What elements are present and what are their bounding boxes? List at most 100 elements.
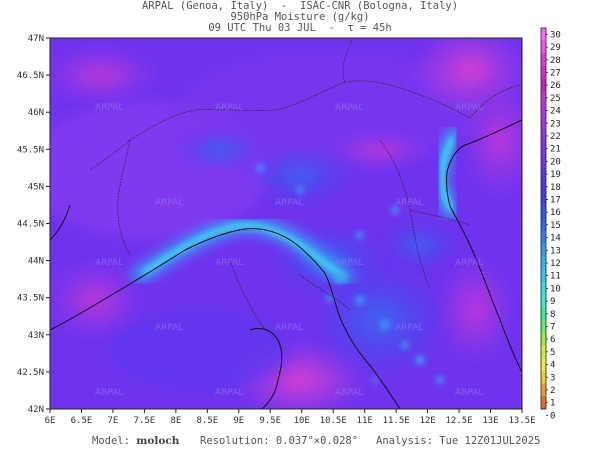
- watermark-text: ARPAL: [215, 388, 243, 398]
- colorbar-swatch: [541, 358, 546, 372]
- watermark-text: ARPAL: [275, 198, 303, 208]
- colorbar-tick-label: 4: [550, 361, 555, 371]
- watermark-text: ARPAL: [455, 388, 483, 398]
- colorbar-swatch: [541, 53, 546, 67]
- colorbar-swatch: [541, 180, 546, 194]
- lon-tick-label: 12.5E: [446, 416, 473, 426]
- moisture-field: ARPAL ARPAL ARPAL ARPAL ARPAL ARPAL ARPAL ARPAL…: [50, 38, 522, 409]
- lon-tick-label: 6E: [45, 416, 56, 426]
- lat-tick-label: 44N: [28, 257, 44, 267]
- footer-model: Model: moloch: [92, 435, 179, 447]
- lat-tick-label: 42N: [28, 405, 44, 415]
- lat-tick-label: 47N: [28, 34, 44, 44]
- colorbar-swatch: [541, 294, 546, 308]
- colorbar-tick-label: 10: [550, 284, 561, 294]
- colorbar-swatch: [541, 66, 546, 80]
- colorbar-tick-label: 6: [550, 335, 555, 345]
- longitude-axis: 6E 6.5E 7E 7.5E 8E 8.5E 9E 9.5E 10E 10.5E 11E 11.5E…: [45, 409, 536, 426]
- colorbar-swatch: [541, 142, 546, 156]
- colorbar-swatch: [541, 269, 546, 283]
- colorbar-swatch: [541, 370, 546, 385]
- colorbar-swatch: [541, 332, 546, 346]
- colorbar-swatch: [541, 383, 546, 397]
- watermark-text: ARPAL: [155, 323, 183, 333]
- colorbar-swatch: [541, 91, 546, 105]
- colorbar-tick-label: 9: [550, 297, 555, 307]
- watermark-text: ARPAL: [215, 258, 243, 268]
- colorbar-tick-label: 3: [550, 373, 555, 383]
- lon-tick-label: 13E: [482, 416, 498, 426]
- colorbar-tick-label: 26: [550, 81, 561, 91]
- coastline: [50, 119, 522, 409]
- colorbar-tick-label: 21: [550, 145, 561, 155]
- lon-tick-label: 12E: [419, 416, 435, 426]
- analysis-label: Analysis:: [376, 435, 433, 447]
- colorbar-tick-label: 28: [550, 56, 561, 66]
- watermark-text: ARPAL: [335, 103, 363, 113]
- lon-tick-label: 11.5E: [383, 416, 410, 426]
- lon-tick-label: 10.5E: [320, 416, 347, 426]
- colorbar-tick-label: 1: [550, 399, 555, 409]
- colorbar-swatch: [541, 116, 546, 131]
- colorbar-tick-label: 29: [550, 43, 561, 53]
- lat-tick-label: 43.5N: [17, 294, 44, 304]
- colorbar-swatch: [541, 345, 546, 359]
- lon-tick-label: 7.5E: [134, 416, 156, 426]
- colorbar-swatch: [541, 167, 546, 181]
- colorbar-swatch: [541, 155, 546, 169]
- colorbar-tick-label: 20: [550, 157, 561, 167]
- colorbar-tick-label: 11: [550, 272, 561, 282]
- colorbar-swatch: [541, 218, 546, 232]
- colorbar-tick-label: 19: [550, 170, 561, 180]
- colorbar-tick-label: 5: [550, 348, 555, 358]
- header-line-3: 09 UTC Thu 03 JUL - τ = 45h: [208, 22, 392, 34]
- watermark-text: ARPAL: [395, 198, 423, 208]
- footer-resolution: Resolution: 0.037°×0.028°: [200, 435, 358, 447]
- lon-tick-label: 7E: [108, 416, 119, 426]
- lat-tick-label: 42.5N: [17, 368, 44, 378]
- lon-tick-label: 9.5E: [259, 416, 281, 426]
- lon-tick-label: 11E: [357, 416, 373, 426]
- colorbar-swatch: [541, 307, 546, 321]
- colorbar-swatch: [541, 396, 546, 410]
- model-value: moloch: [136, 435, 180, 447]
- lon-tick-label: 8E: [170, 416, 181, 426]
- colorbar-tick-label: 23: [550, 119, 561, 129]
- colorbar-swatch: [541, 40, 546, 54]
- watermark-text: ARPAL: [455, 103, 483, 113]
- lat-tick-label: 45.5N: [17, 145, 44, 155]
- colorbar-swatch: [541, 129, 546, 143]
- lon-tick-label: 6.5E: [71, 416, 93, 426]
- colorbar-tick-label: 8: [550, 310, 555, 320]
- colorbar-tick-label: 14: [550, 234, 561, 244]
- watermark-text: ARPAL: [395, 323, 423, 333]
- lat-tick-label: 44.5N: [17, 220, 44, 230]
- colorbar-tick-label: 7: [550, 322, 555, 332]
- lat-tick-label: 45N: [28, 182, 44, 192]
- lat-tick-label: 43N: [28, 331, 44, 341]
- colorbar-tick-label: 25: [550, 94, 561, 104]
- colorbar-tick-label: 16: [550, 208, 561, 218]
- watermark-text: ARPAL: [275, 323, 303, 333]
- colorbar-tick-label: 15: [550, 221, 561, 231]
- resolution-value: 0.037°×0.028°: [275, 435, 359, 447]
- colorbar-swatch: [541, 256, 546, 270]
- colorbar-swatch: [541, 193, 546, 207]
- watermark-text: ARPAL: [95, 258, 123, 268]
- colorbar-swatch: [541, 205, 546, 219]
- colorbar-tick-label: 22: [550, 132, 561, 142]
- analysis-value: Tue 12Z01JUL2025: [439, 435, 541, 447]
- colorbar-tick-label: 2: [550, 386, 555, 396]
- watermark-text: ARPAL: [95, 103, 123, 113]
- watermark-text: ARPAL: [215, 103, 243, 113]
- colorbar-tick-label: 17: [550, 195, 561, 205]
- watermark-text: ARPAL: [155, 198, 183, 208]
- colorbar-swatch: [541, 282, 546, 296]
- watermark-text: ARPAL: [335, 258, 363, 268]
- watermark-text: ARPAL: [455, 258, 483, 268]
- colorbar-swatch: [541, 320, 546, 334]
- lon-tick-label: 9E: [233, 416, 244, 426]
- colorbar-tick-label: 30: [550, 30, 561, 40]
- colorbar: 3029282726252423222120191817161514131211…: [540, 27, 561, 421]
- colorbar-frame: [540, 27, 547, 410]
